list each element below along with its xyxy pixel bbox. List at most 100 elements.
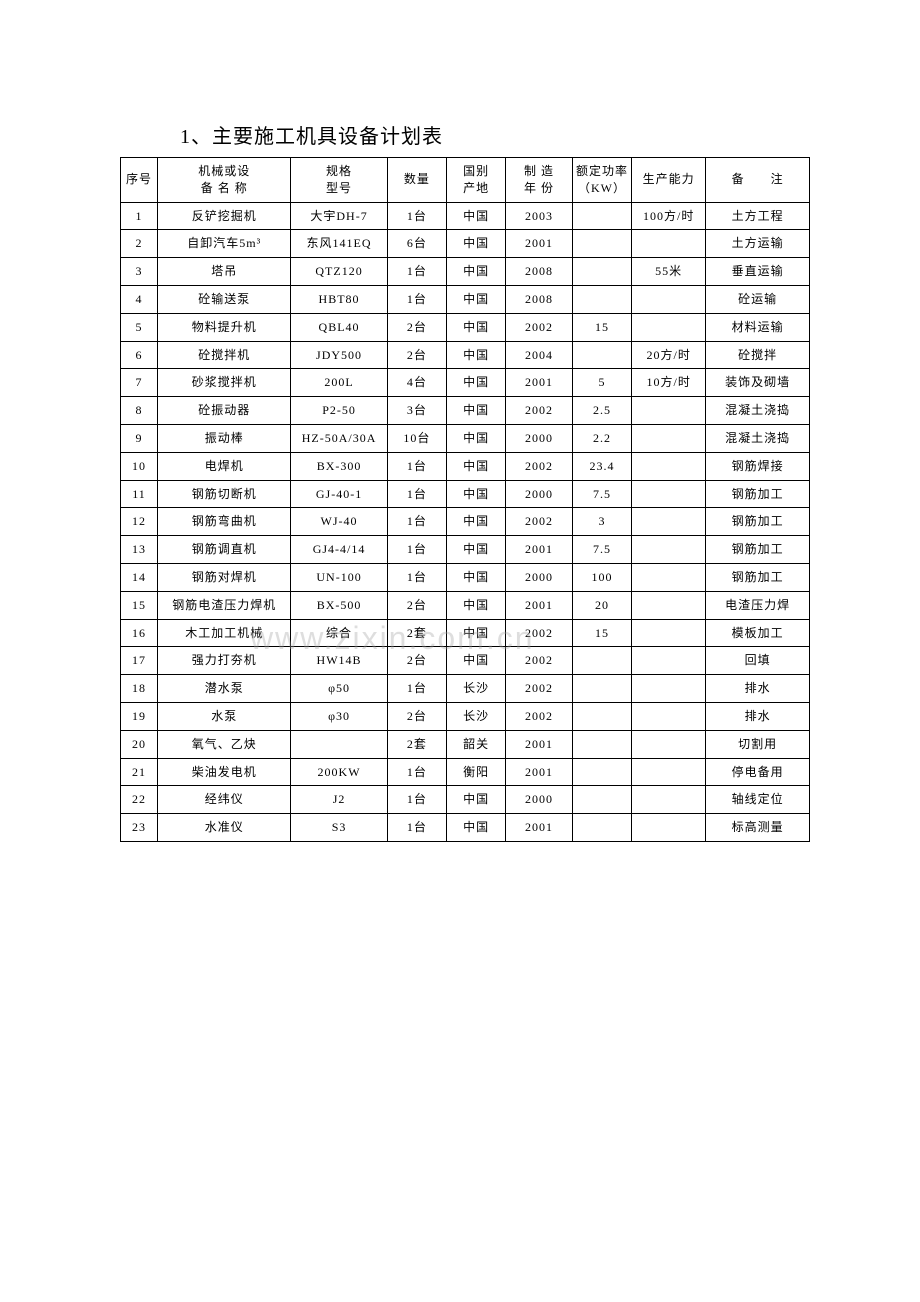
cell-capacity bbox=[632, 814, 706, 842]
cell-power: 100 bbox=[572, 563, 631, 591]
cell-capacity bbox=[632, 619, 706, 647]
page-title: 1、主要施工机具设备计划表 bbox=[120, 120, 810, 149]
cell-origin: 中国 bbox=[446, 619, 505, 647]
cell-power: 20 bbox=[572, 591, 631, 619]
cell-name: 钢筋切断机 bbox=[158, 480, 291, 508]
cell-origin: 中国 bbox=[446, 480, 505, 508]
cell-qty: 1台 bbox=[387, 480, 446, 508]
cell-origin: 中国 bbox=[446, 536, 505, 564]
cell-power bbox=[572, 285, 631, 313]
cell-remark: 排水 bbox=[706, 702, 810, 730]
cell-name: 水泵 bbox=[158, 702, 291, 730]
cell-capacity bbox=[632, 536, 706, 564]
cell-name: 经纬仪 bbox=[158, 786, 291, 814]
cell-qty: 2套 bbox=[387, 619, 446, 647]
cell-power: 2.2 bbox=[572, 424, 631, 452]
cell-origin: 中国 bbox=[446, 563, 505, 591]
cell-qty: 6台 bbox=[387, 230, 446, 258]
cell-idx: 9 bbox=[121, 424, 158, 452]
cell-remark: 垂直运输 bbox=[706, 258, 810, 286]
cell-origin: 中国 bbox=[446, 452, 505, 480]
cell-capacity bbox=[632, 313, 706, 341]
cell-origin: 中国 bbox=[446, 341, 505, 369]
cell-power: 15 bbox=[572, 313, 631, 341]
cell-qty: 1台 bbox=[387, 675, 446, 703]
cell-origin: 长沙 bbox=[446, 702, 505, 730]
cell-remark: 钢筋加工 bbox=[706, 563, 810, 591]
cell-spec: φ50 bbox=[291, 675, 387, 703]
table-row: 19水泵φ302台长沙2002排水 bbox=[121, 702, 810, 730]
cell-spec: 综合 bbox=[291, 619, 387, 647]
cell-origin: 中国 bbox=[446, 258, 505, 286]
cell-name: 强力打夯机 bbox=[158, 647, 291, 675]
cell-year: 2001 bbox=[506, 369, 573, 397]
cell-origin: 中国 bbox=[446, 508, 505, 536]
cell-year: 2001 bbox=[506, 230, 573, 258]
cell-name: 砼搅拌机 bbox=[158, 341, 291, 369]
cell-qty: 1台 bbox=[387, 508, 446, 536]
table-row: 14钢筋对焊机UN-1001台中国2000100钢筋加工 bbox=[121, 563, 810, 591]
table-row: 9振动棒HZ-50A/30A10台中国20002.2混凝土浇捣 bbox=[121, 424, 810, 452]
cell-idx: 8 bbox=[121, 397, 158, 425]
cell-year: 2001 bbox=[506, 814, 573, 842]
table-header-row: 序号 机械或设备 名 称 规格型号 数量 国别产地 制 造年 份 额定功率（KW… bbox=[121, 158, 810, 203]
cell-remark: 排水 bbox=[706, 675, 810, 703]
cell-capacity: 20方/时 bbox=[632, 341, 706, 369]
cell-origin: 中国 bbox=[446, 647, 505, 675]
cell-idx: 11 bbox=[121, 480, 158, 508]
cell-qty: 1台 bbox=[387, 285, 446, 313]
cell-remark: 装饰及砌墙 bbox=[706, 369, 810, 397]
cell-idx: 18 bbox=[121, 675, 158, 703]
cell-idx: 12 bbox=[121, 508, 158, 536]
cell-spec: GJ-40-1 bbox=[291, 480, 387, 508]
cell-name: 振动棒 bbox=[158, 424, 291, 452]
cell-power bbox=[572, 730, 631, 758]
cell-capacity: 10方/时 bbox=[632, 369, 706, 397]
cell-year: 2002 bbox=[506, 508, 573, 536]
cell-qty: 2套 bbox=[387, 730, 446, 758]
cell-origin: 中国 bbox=[446, 369, 505, 397]
cell-remark: 砼运输 bbox=[706, 285, 810, 313]
cell-power bbox=[572, 202, 631, 230]
cell-power: 2.5 bbox=[572, 397, 631, 425]
cell-qty: 2台 bbox=[387, 591, 446, 619]
cell-spec: BX-300 bbox=[291, 452, 387, 480]
table-row: 17强力打夯机HW14B2台中国2002回填 bbox=[121, 647, 810, 675]
cell-capacity bbox=[632, 758, 706, 786]
cell-year: 2004 bbox=[506, 341, 573, 369]
cell-capacity bbox=[632, 480, 706, 508]
col-header-qty: 数量 bbox=[387, 158, 446, 203]
cell-remark: 模板加工 bbox=[706, 619, 810, 647]
table-row: 22经纬仪J21台中国2000轴线定位 bbox=[121, 786, 810, 814]
col-header-year: 制 造年 份 bbox=[506, 158, 573, 203]
cell-remark: 停电备用 bbox=[706, 758, 810, 786]
table-row: 13钢筋调直机GJ4-4/141台中国20017.5钢筋加工 bbox=[121, 536, 810, 564]
cell-name: 水准仪 bbox=[158, 814, 291, 842]
table-row: 2自卸汽车5m³东风141EQ6台中国2001土方运输 bbox=[121, 230, 810, 258]
table-row: 1反铲挖掘机大宇DH-71台中国2003100方/时土方工程 bbox=[121, 202, 810, 230]
cell-remark: 钢筋加工 bbox=[706, 508, 810, 536]
cell-power bbox=[572, 675, 631, 703]
cell-spec: J2 bbox=[291, 786, 387, 814]
cell-year: 2002 bbox=[506, 647, 573, 675]
cell-year: 2000 bbox=[506, 563, 573, 591]
cell-remark: 土方运输 bbox=[706, 230, 810, 258]
cell-origin: 中国 bbox=[446, 230, 505, 258]
cell-name: 自卸汽车5m³ bbox=[158, 230, 291, 258]
cell-power bbox=[572, 258, 631, 286]
cell-idx: 15 bbox=[121, 591, 158, 619]
cell-year: 2008 bbox=[506, 285, 573, 313]
cell-qty: 1台 bbox=[387, 202, 446, 230]
table-row: 11钢筋切断机GJ-40-11台中国20007.5钢筋加工 bbox=[121, 480, 810, 508]
cell-name: 物料提升机 bbox=[158, 313, 291, 341]
cell-idx: 5 bbox=[121, 313, 158, 341]
cell-name: 塔吊 bbox=[158, 258, 291, 286]
cell-year: 2000 bbox=[506, 480, 573, 508]
cell-spec bbox=[291, 730, 387, 758]
cell-remark: 土方工程 bbox=[706, 202, 810, 230]
cell-idx: 14 bbox=[121, 563, 158, 591]
cell-name: 钢筋弯曲机 bbox=[158, 508, 291, 536]
table-row: 7砂浆搅拌机200L4台中国2001510方/时装饰及砌墙 bbox=[121, 369, 810, 397]
cell-name: 潜水泵 bbox=[158, 675, 291, 703]
cell-remark: 回填 bbox=[706, 647, 810, 675]
